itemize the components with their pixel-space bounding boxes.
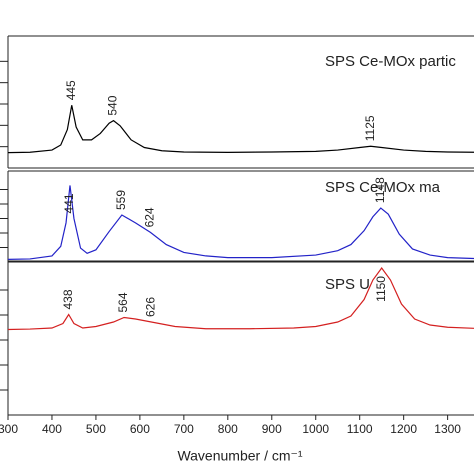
x-tick-label: 300 xyxy=(0,422,18,436)
spectrum-line xyxy=(7,185,474,260)
panel-label: SPS Ce-MOx partic xyxy=(325,53,456,70)
x-tick-label: 1000 xyxy=(302,422,329,436)
x-tick-label: 1200 xyxy=(390,422,417,436)
x-tick-label: 500 xyxy=(86,422,106,436)
peak-label: 1150 xyxy=(374,276,388,302)
peak-label: 624 xyxy=(143,207,157,227)
peak-label: 559 xyxy=(114,190,128,210)
peak-label: 441 xyxy=(62,193,76,213)
peak-label: 1125 xyxy=(363,115,377,141)
panel-label: SPS Ce-MOx ma xyxy=(325,179,441,196)
x-tick-label: 900 xyxy=(262,422,282,436)
peak-label: 1148 xyxy=(373,177,387,203)
x-axis-title: Wavenumber / cm⁻¹ xyxy=(177,448,302,464)
spectrum-line xyxy=(7,105,474,154)
peak-label: 445 xyxy=(64,80,78,100)
x-tick-label: 400 xyxy=(42,422,62,436)
x-tick-label: 800 xyxy=(218,422,238,436)
panel-label: SPS U xyxy=(325,276,370,293)
peak-label: 564 xyxy=(116,292,130,312)
peak-label: 438 xyxy=(61,289,75,309)
x-tick-label: 600 xyxy=(130,422,150,436)
x-tick-label: 1300 xyxy=(434,422,461,436)
x-tick-label: 700 xyxy=(174,422,194,436)
peak-label: 540 xyxy=(106,95,120,115)
spectrum-line xyxy=(7,266,474,331)
peak-label: 626 xyxy=(143,297,157,317)
x-tick-label: 1100 xyxy=(347,422,373,436)
